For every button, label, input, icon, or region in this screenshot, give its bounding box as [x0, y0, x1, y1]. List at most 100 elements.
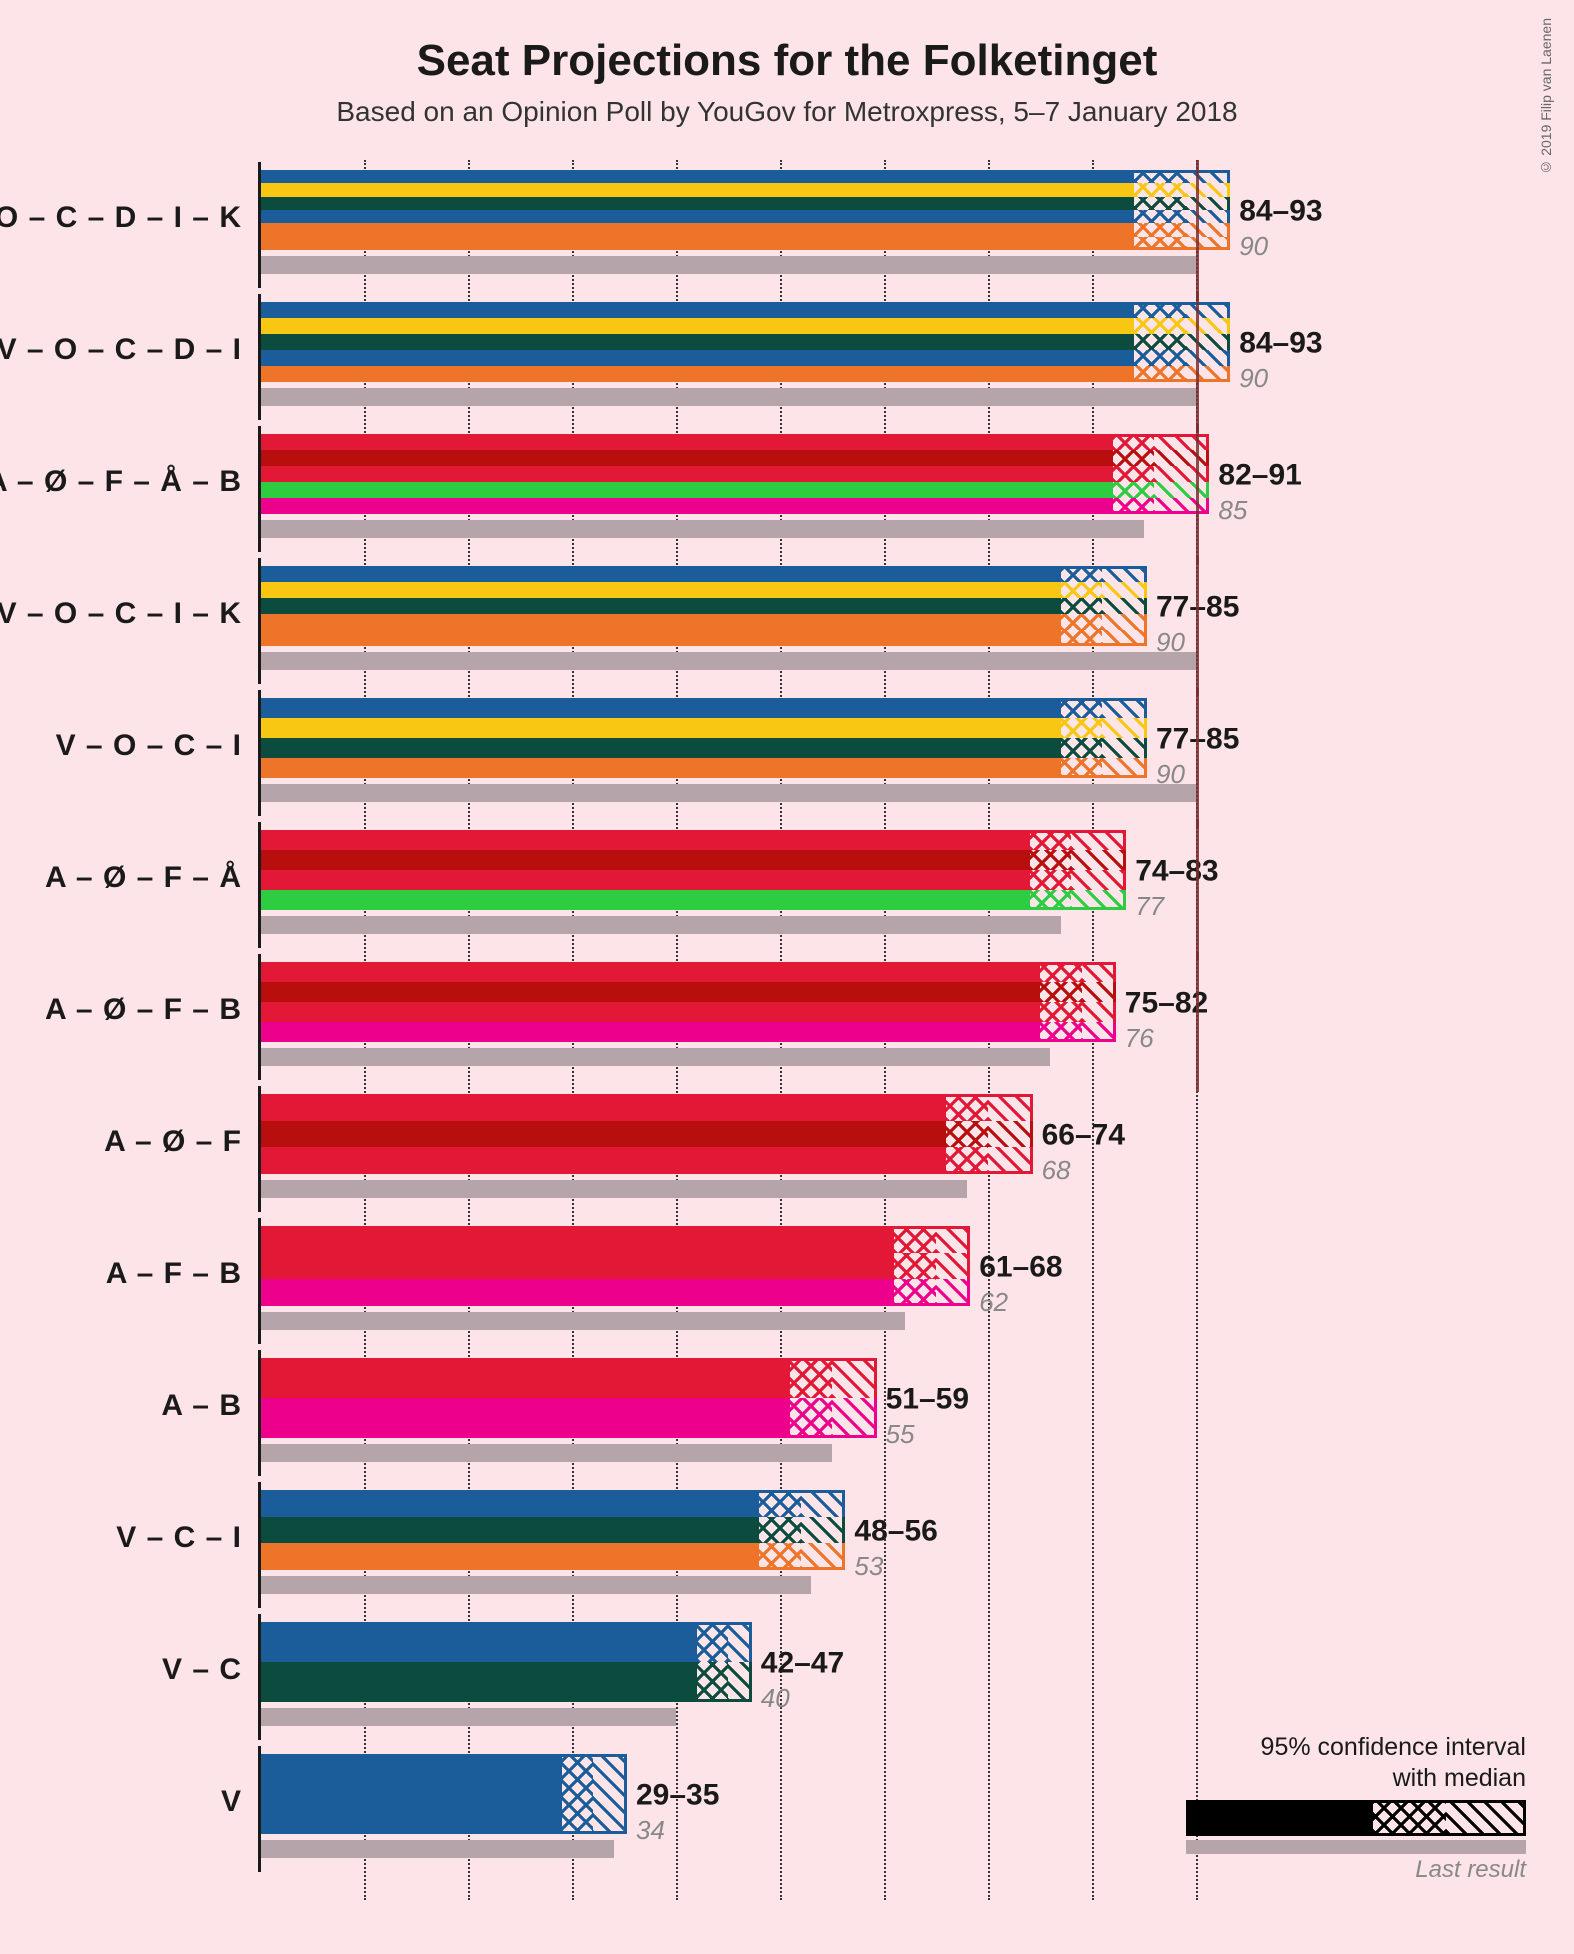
coalition-row: A – Ø – F – B75–8276	[260, 962, 1300, 1072]
party-bar	[260, 1490, 1300, 1517]
party-bar	[260, 962, 1300, 982]
plot-area: V – O – C – D – I – K84–9390 V – O – C – …	[260, 160, 1300, 1900]
majority-threshold	[1196, 952, 1199, 1092]
party-bar	[260, 1147, 1300, 1174]
party-bar	[260, 1226, 1300, 1253]
bar-stack	[260, 170, 1300, 250]
last-result-label: 76	[1125, 1023, 1154, 1054]
copyright: © 2019 Filip van Laenen	[1538, 18, 1554, 176]
last-result-label: 90	[1239, 363, 1268, 394]
bar-stack	[260, 1226, 1300, 1306]
last-result-bar	[260, 916, 1061, 934]
party-bar	[260, 758, 1300, 778]
coalition-label: V – O – C – D – I	[0, 333, 260, 367]
coalition-row: V – C42–4740	[260, 1622, 1300, 1732]
majority-threshold	[1196, 820, 1199, 960]
axis-baseline	[258, 1746, 261, 1872]
party-bar	[260, 170, 1300, 183]
party-bar	[260, 738, 1300, 758]
party-bar	[260, 1754, 1300, 1834]
coalition-label: A – F – B	[106, 1257, 260, 1291]
party-bar	[260, 1279, 1300, 1306]
majority-threshold	[1196, 160, 1199, 300]
majority-threshold	[1196, 292, 1199, 432]
coalition-row: A – B51–5955	[260, 1358, 1300, 1468]
chart-subtitle: Based on an Opinion Poll by YouGov for M…	[0, 86, 1574, 128]
last-result-bar	[260, 1708, 676, 1726]
party-bar	[260, 302, 1300, 318]
coalition-label: V – C	[162, 1653, 260, 1687]
range-label: 84–93	[1239, 194, 1322, 228]
axis-baseline	[258, 1614, 261, 1740]
party-bar	[260, 237, 1300, 250]
range-label: 84–93	[1239, 326, 1322, 360]
last-result-label: 85	[1218, 495, 1247, 526]
axis-baseline	[258, 690, 261, 816]
legend-last-result: Last result	[1186, 1856, 1526, 1884]
bar-stack	[260, 1490, 1300, 1570]
chart-title: Seat Projections for the Folketinget	[0, 0, 1574, 86]
party-bar	[260, 223, 1300, 236]
party-bar	[260, 434, 1300, 450]
party-bar	[260, 698, 1300, 718]
party-bar	[260, 598, 1300, 614]
last-result-label: 90	[1156, 759, 1185, 790]
axis-baseline	[258, 294, 261, 420]
last-result-label: 90	[1156, 627, 1185, 658]
party-bar	[260, 630, 1300, 646]
range-label: 42–47	[761, 1646, 844, 1680]
coalition-row: V – O – C – I77–8590	[260, 698, 1300, 808]
last-result-bar	[260, 1840, 614, 1858]
party-bar	[260, 1398, 1300, 1438]
coalition-row: A – Ø – F – Å74–8377	[260, 830, 1300, 940]
party-bar	[260, 614, 1300, 630]
last-result-label: 68	[1042, 1155, 1071, 1186]
party-bar	[260, 197, 1300, 210]
last-result-bar	[260, 1048, 1050, 1066]
legend: 95% confidence interval with median Last…	[1186, 1732, 1526, 1885]
last-result-bar	[260, 388, 1196, 406]
last-result-label: 90	[1239, 231, 1268, 262]
coalition-row: A – F – B61–6862	[260, 1226, 1300, 1336]
coalition-row: V29–3534	[260, 1754, 1300, 1864]
last-result-bar	[260, 1444, 832, 1462]
last-result-label: 77	[1135, 891, 1164, 922]
party-bar	[260, 498, 1300, 514]
party-bar	[260, 582, 1300, 598]
coalition-row: V – O – C – D – I84–9390	[260, 302, 1300, 412]
party-bar	[260, 718, 1300, 738]
last-result-bar	[260, 1180, 967, 1198]
axis-baseline	[258, 426, 261, 552]
range-label: 74–83	[1135, 854, 1218, 888]
bar-stack	[260, 1358, 1300, 1438]
party-bar	[260, 1517, 1300, 1544]
legend-shadow	[1186, 1840, 1526, 1854]
range-label: 48–56	[854, 1514, 937, 1548]
bar-stack	[260, 302, 1300, 382]
coalition-label: V – O – C – D – I – K	[0, 201, 260, 235]
coalition-label: A – Ø – F	[104, 1125, 260, 1159]
axis-baseline	[258, 1350, 261, 1476]
coalition-label: A – Ø – F – Å	[45, 861, 260, 895]
range-label: 29–35	[636, 1778, 719, 1812]
axis-baseline	[258, 822, 261, 948]
coalition-label: A – B	[161, 1389, 260, 1423]
majority-threshold	[1196, 424, 1199, 564]
axis-baseline	[258, 162, 261, 288]
last-result-bar	[260, 784, 1196, 802]
axis-baseline	[258, 1086, 261, 1212]
coalition-row: V – O – C – D – I – K84–9390	[260, 170, 1300, 280]
range-label: 61–68	[979, 1250, 1062, 1284]
party-bar	[260, 1121, 1300, 1148]
party-bar	[260, 318, 1300, 334]
last-result-bar	[260, 1312, 905, 1330]
legend-line1: 95% confidence interval	[1261, 1733, 1526, 1761]
coalition-label: V – O – C – I – K	[0, 597, 260, 631]
last-result-bar	[260, 520, 1144, 538]
coalition-label: V – O – C – I	[56, 729, 260, 763]
axis-baseline	[258, 954, 261, 1080]
axis-baseline	[258, 558, 261, 684]
bar-stack	[260, 434, 1300, 514]
party-bar	[260, 1253, 1300, 1280]
last-result-label: 62	[979, 1287, 1008, 1318]
